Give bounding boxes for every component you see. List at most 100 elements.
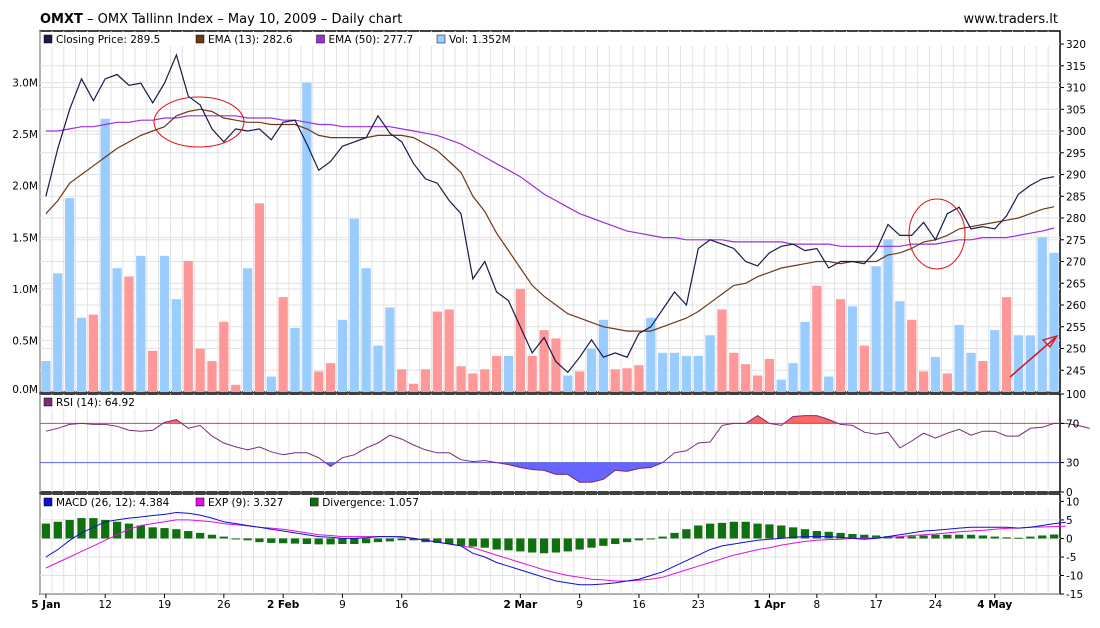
volume-bar — [586, 348, 597, 392]
volume-bar — [420, 369, 431, 392]
close-line — [45, 53, 1055, 374]
volume-tick-label: 1.5M — [12, 232, 38, 244]
divergence-bar — [433, 538, 442, 543]
volume-bar — [741, 364, 751, 392]
volume-bar — [254, 203, 265, 392]
rsi-legend-bg — [41, 395, 1059, 409]
volume-bar — [503, 355, 514, 392]
volume-bar — [551, 338, 561, 392]
volume-bar — [954, 324, 964, 392]
macd-tick-label: -10 — [1066, 570, 1083, 582]
volume-bar — [41, 361, 51, 392]
volume-bar — [76, 317, 87, 392]
volume-bar — [575, 371, 585, 392]
volume-tick-label: 3.0M — [12, 78, 38, 90]
volume-bar — [1002, 297, 1012, 392]
volume-bar — [918, 371, 929, 392]
rsi-line — [45, 415, 1090, 483]
divergence-bar — [112, 521, 122, 539]
divergence-bar — [682, 529, 691, 539]
macd-legend-swatch — [43, 497, 53, 507]
divergence-bar — [362, 538, 371, 544]
price-legend-bg — [41, 32, 1059, 46]
volume-bar — [207, 361, 217, 392]
divergence-bar — [931, 534, 940, 539]
divergence-bar — [860, 534, 869, 539]
price-legend-swatch — [43, 34, 53, 44]
price-tick-label: 320 — [1066, 39, 1086, 51]
volume-tick-label: 2.5M — [12, 129, 38, 141]
volume-bar — [65, 198, 75, 392]
exp-line — [45, 519, 1066, 582]
price-legend-label: EMA (13): 282.6 — [208, 34, 293, 46]
annotation-ellipse-top — [153, 96, 245, 148]
x-tick-label: 16 — [632, 599, 646, 611]
x-tick-label: 2 Mar — [504, 599, 538, 611]
divergence-bar — [741, 521, 750, 539]
macd-tick-label: -15 — [1066, 589, 1083, 601]
rsi-tick-label: 0 — [1066, 487, 1073, 499]
divergence-bar — [77, 518, 86, 539]
symbol: OMXT — [40, 12, 83, 27]
volume-tick-label: 1.0M — [12, 284, 38, 296]
divergence-bar — [729, 521, 738, 539]
volume-bar — [53, 273, 63, 392]
volume-tick-label: 2.0M — [12, 181, 38, 193]
volume-bar — [847, 306, 858, 392]
x-tick-label: 9 — [576, 599, 583, 611]
divergence-bar — [836, 532, 845, 539]
rsi-legend-label: RSI (14): 64.92 — [56, 397, 135, 409]
volume-bar — [658, 352, 668, 392]
volume-bar — [480, 369, 490, 392]
rsi-oversold-fill — [325, 462, 336, 467]
divergence-bar — [563, 538, 572, 552]
volume-bar — [219, 321, 229, 392]
divergence-bar — [872, 535, 881, 539]
x-tick-label: 16 — [395, 599, 409, 611]
price-tick-label: 300 — [1066, 126, 1086, 138]
x-tick-label: 9 — [339, 599, 346, 611]
volume-bar — [800, 321, 810, 392]
volume-bar — [717, 309, 727, 392]
volume-bar — [314, 371, 324, 392]
divergence-bar — [907, 536, 916, 539]
divergence-bar — [338, 538, 347, 544]
x-tick-label: 17 — [869, 599, 882, 611]
volume-bar — [159, 255, 170, 392]
divergence-bar — [670, 532, 679, 539]
price-legend-swatch — [436, 34, 446, 44]
price-tick-label: 250 — [1066, 344, 1086, 356]
volume-bar — [978, 361, 988, 392]
volume-bar — [385, 307, 395, 392]
divergence-bar — [278, 538, 288, 544]
volume-bar — [527, 355, 537, 392]
price-tick-label: 245 — [1066, 365, 1086, 377]
volume-bar — [693, 355, 703, 392]
x-tick-label: 2 Feb — [267, 599, 300, 611]
divergence-bar — [694, 525, 703, 539]
ema13-line — [45, 108, 1055, 332]
macd-tick-label: 5 — [1066, 515, 1073, 527]
price-tick-label: 255 — [1066, 322, 1086, 334]
divergence-bar — [456, 538, 466, 546]
price-legend-swatch — [195, 34, 205, 44]
divergence-bar — [350, 538, 359, 544]
volume-bar — [302, 82, 312, 393]
divergence-bar — [753, 523, 762, 539]
divergence-bar — [575, 538, 584, 550]
volume-bar — [373, 345, 383, 392]
divergence-bar — [646, 538, 655, 540]
divergence-bar — [539, 538, 549, 554]
volume-bar — [1037, 237, 1047, 392]
chart-title: OMXT – OMX Tallinn Index – May 10, 2009 … — [40, 12, 402, 27]
divergence-bar — [207, 534, 217, 539]
volume-bar — [835, 299, 846, 392]
divergence-bar — [41, 523, 51, 539]
divergence-bar — [385, 538, 395, 542]
volume-bar — [812, 285, 822, 392]
divergence-bar — [1014, 537, 1023, 539]
volume-bar — [183, 261, 193, 392]
x-tick-label: 23 — [692, 599, 705, 611]
divergence-bar — [184, 531, 193, 539]
volume-bar — [966, 352, 976, 392]
